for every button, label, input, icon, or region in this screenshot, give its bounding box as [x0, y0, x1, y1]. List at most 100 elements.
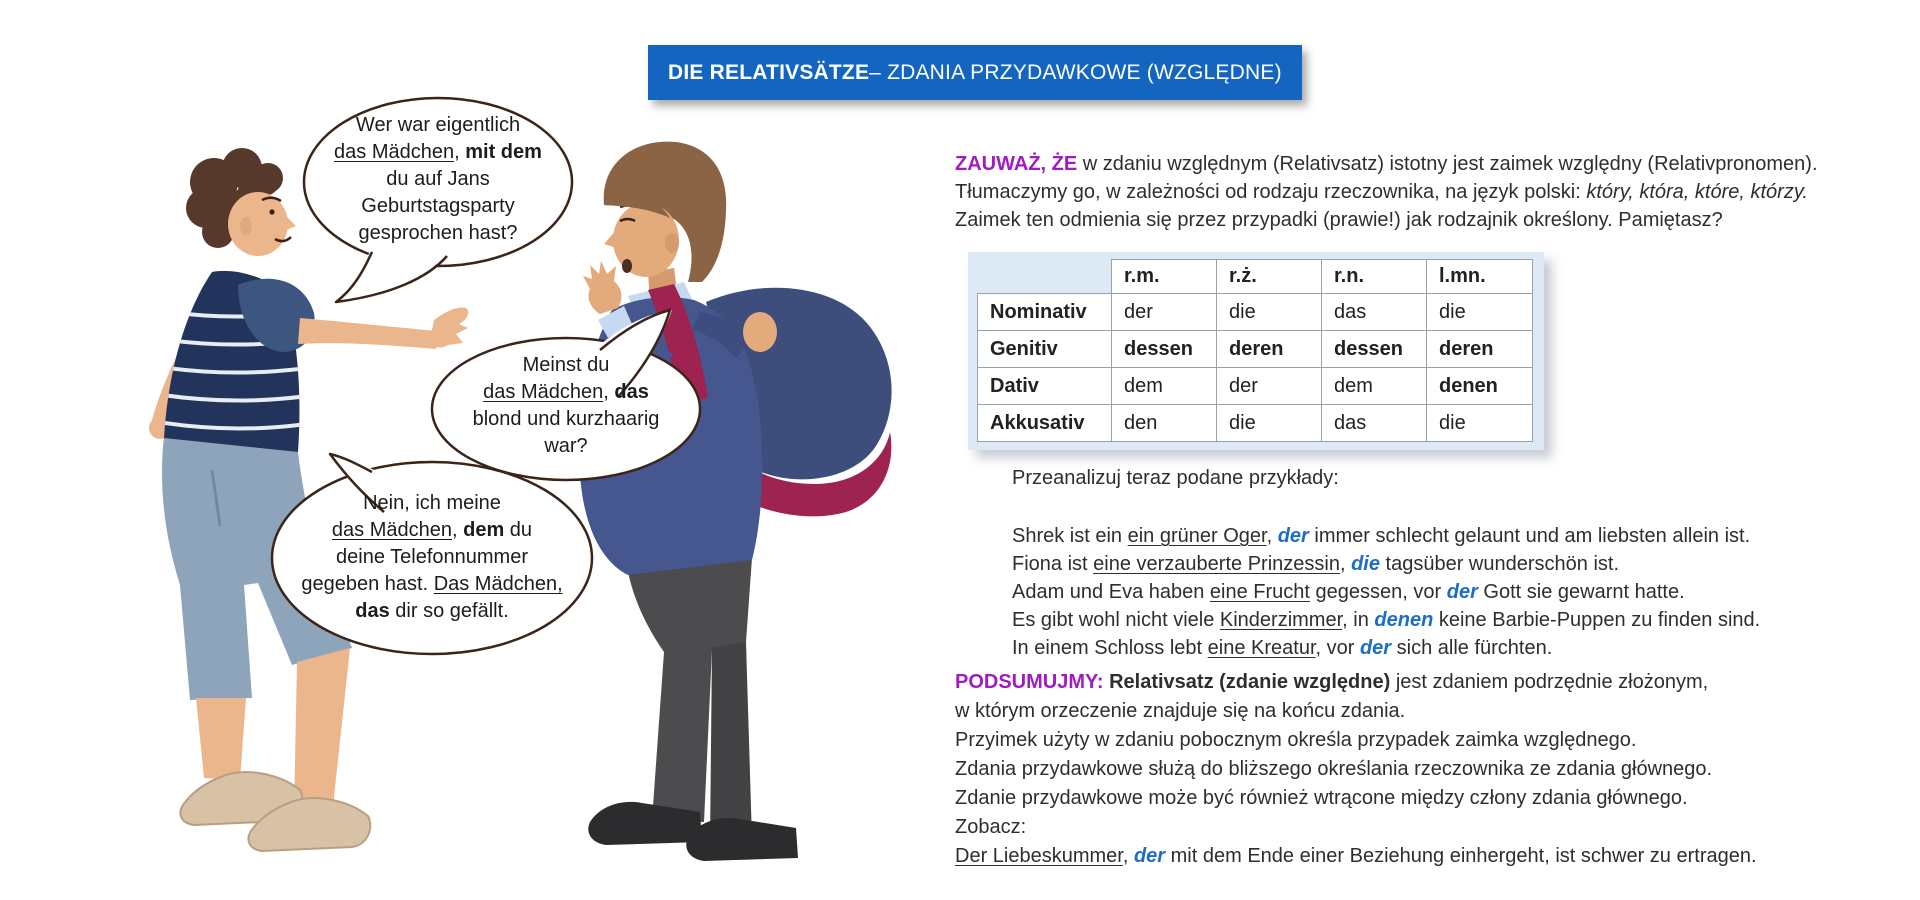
- intro-paragraph: ZAUWAŻ, ŻE w zdaniu względnym (Relativsa…: [955, 150, 1818, 234]
- text-segment: gesprochen hast?: [358, 222, 518, 244]
- text-segment: Geburtstagsparty: [361, 195, 515, 217]
- text-segment: Wer war eigentlich: [355, 114, 521, 136]
- text-segment: eine Frucht: [1209, 581, 1310, 603]
- table-cell: die: [1426, 404, 1533, 442]
- table-cell: die: [1216, 293, 1322, 331]
- bubble-line: gesprochen hast?: [318, 220, 558, 247]
- text-segment: Das Mädchen,: [433, 573, 563, 595]
- table-header-row: r.m. r.ż. r.n. l.mn.: [978, 259, 1533, 294]
- summary-line: Zobacz:: [955, 813, 1757, 842]
- text-segment: gegeben hast.: [301, 573, 434, 595]
- text-segment: Zdanie przydawkowe może być również wtrą…: [955, 787, 1688, 809]
- page-title: DIE RELATIVSÄTZE: [668, 60, 870, 84]
- text-segment: ,: [603, 381, 615, 403]
- table-row-label: Dativ: [977, 367, 1112, 405]
- text-segment: ,: [452, 519, 464, 541]
- summary-paragraph: PODSUMUJMY: Relativsatz (zdanie względne…: [955, 668, 1757, 871]
- text-segment: Zdania przydawkowe służą do bliższego ok…: [955, 758, 1713, 780]
- bubble-line: das dir so gefällt.: [285, 598, 579, 625]
- text-segment: Relativsatz (zdanie względne): [1109, 671, 1396, 693]
- table-cell: deren: [1426, 330, 1533, 368]
- page-subtitle: – ZDANIA PRZYDAWKOWE (WZGLĘDNE): [869, 60, 1282, 84]
- text-segment: der: [1277, 525, 1309, 547]
- speech-bubble-1-shape: [302, 96, 574, 304]
- text-segment: Adam und Eva haben: [1012, 581, 1210, 603]
- table-row: Akkusativ den die das die: [977, 404, 1533, 442]
- text-segment: Gott sie gewarnt hatte.: [1477, 581, 1685, 603]
- bubble-line: Wer war eigentlich: [318, 112, 558, 139]
- text-segment: Nein, ich meine: [363, 492, 501, 514]
- table-row-label: Akkusativ: [977, 404, 1112, 442]
- text-segment: ,: [1266, 525, 1278, 547]
- table-row: Nominativ der die das die: [977, 293, 1533, 331]
- speech-bubble-2-text: Meinst du das Mädchen, das blond und kurzh…: [448, 352, 684, 460]
- text-segment: w zdaniu względnym (Relativsatz) istotny…: [1077, 153, 1818, 175]
- text-segment: du: [504, 519, 533, 541]
- text-segment: immer schlecht gelaunt und am liebsten a…: [1308, 525, 1751, 547]
- table-row: Dativ dem der dem denen: [977, 367, 1533, 405]
- table-cell: der: [1111, 293, 1217, 331]
- text-segment: , in: [1342, 609, 1375, 631]
- text-segment: Fiona ist: [1012, 553, 1094, 575]
- text-segment: eine Kreatur: [1207, 637, 1316, 659]
- conversation-illustration: [149, 96, 892, 861]
- example-sentence: Es gibt wohl nicht viele Kinderzimmer, i…: [1012, 606, 1760, 634]
- text-segment: deine Telefonnummer: [336, 546, 528, 568]
- text-segment: du auf Jans: [386, 168, 490, 190]
- table-cell: das: [1321, 404, 1427, 442]
- text-segment: Zaimek ten odmienia się przez przypadki …: [955, 209, 1723, 231]
- text-segment: Es gibt wohl nicht viele: [1012, 609, 1220, 631]
- bubble-line: gegeben hast. Das Mädchen,: [285, 571, 579, 598]
- text-segment: Meinst du: [522, 354, 610, 376]
- table-row-label: Nominativ: [977, 293, 1112, 331]
- table-cell: der: [1216, 367, 1322, 405]
- intro-line: Tłumaczymy go, w zależności od rodzaju r…: [955, 178, 1818, 206]
- example-sentence: Fiona ist eine verzauberte Prinzessin, d…: [1012, 550, 1760, 578]
- text-segment: ein grüner Oger: [1127, 525, 1267, 547]
- table-col-header: l.mn.: [1426, 259, 1533, 294]
- intro-line: Zaimek ten odmienia się przez przypadki …: [955, 206, 1818, 234]
- speech-bubble-2-shape: [430, 308, 702, 482]
- text-segment: ,: [1339, 553, 1352, 575]
- table-col-header: r.ż.: [1216, 259, 1322, 294]
- text-segment: Tłumaczymy go, w zależności od rodzaju r…: [955, 181, 1587, 203]
- text-segment: ZAUWAŻ, ŻE: [955, 153, 1078, 175]
- table-cell: den: [1111, 404, 1217, 442]
- text-segment: tagsüber wunderschön ist.: [1379, 553, 1620, 575]
- intro-line: ZAUWAŻ, ŻE w zdaniu względnym (Relativsa…: [955, 150, 1818, 178]
- text-segment: , vor: [1315, 637, 1360, 659]
- text-segment: PODSUMUJMY:: [955, 671, 1110, 693]
- text-segment: die: [1351, 553, 1380, 575]
- table-cell: dessen: [1111, 330, 1217, 368]
- text-segment: który, która, które, którzy.: [1586, 181, 1808, 203]
- table-cell: die: [1426, 293, 1533, 331]
- text-segment: das Mädchen: [483, 381, 604, 403]
- title-banner: DIE RELATIVSÄTZE – ZDANIA PRZYDAWKOWE (W…: [648, 45, 1302, 100]
- table-cell: das: [1321, 293, 1427, 331]
- table-col-header: r.n.: [1321, 259, 1427, 294]
- example-sentence: Adam und Eva haben eine Frucht gegessen,…: [1012, 578, 1760, 606]
- text-segment: denen: [1374, 609, 1434, 631]
- text-segment: mit dem Ende einer Beziehung einhergeht,…: [1165, 845, 1757, 867]
- summary-line: PODSUMUJMY: Relativsatz (zdanie względne…: [955, 668, 1757, 697]
- declension-table: r.m. r.ż. r.n. l.mn. Nominativ der die das die Ge…: [977, 259, 1533, 442]
- text-segment: keine Barbie-Puppen zu finden sind.: [1433, 609, 1761, 631]
- table-col-header: r.m.: [1111, 259, 1217, 294]
- table-cell: deren: [1216, 330, 1322, 368]
- bubble-line: Meinst du: [448, 352, 684, 379]
- text-segment: der: [1359, 637, 1392, 659]
- declension-table-panel: r.m. r.ż. r.n. l.mn. Nominativ der die das die Ge…: [968, 252, 1544, 450]
- text-segment: war?: [544, 435, 588, 457]
- text-segment: das Mädchen: [331, 519, 452, 541]
- text-segment: ,: [454, 141, 466, 163]
- text-segment: mit dem: [465, 141, 542, 163]
- text-segment: gegessen, vor: [1309, 581, 1447, 603]
- text-segment: der: [1446, 581, 1478, 603]
- text-segment: dem: [463, 519, 505, 541]
- text-segment: der: [1133, 845, 1166, 867]
- summary-line: Der Liebeskummer, der mit dem Ende einer…: [955, 842, 1757, 871]
- speech-bubble-3-shape: [270, 452, 594, 656]
- bubble-line: das Mädchen, das: [448, 379, 684, 406]
- table-cell: dem: [1111, 367, 1217, 405]
- summary-line: Zdanie przydawkowe może być również wtrą…: [955, 784, 1757, 813]
